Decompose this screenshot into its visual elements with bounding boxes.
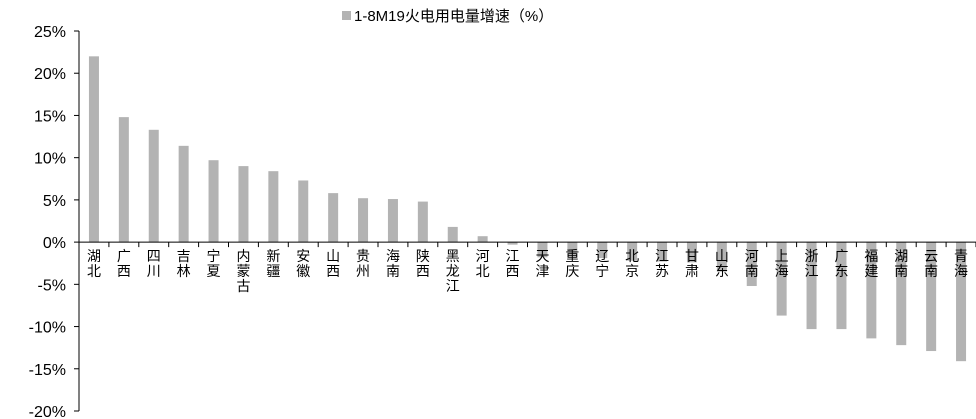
bar — [597, 242, 608, 259]
x-tick-label: 河南 — [745, 249, 759, 280]
x-tick-label: 广东 — [834, 249, 848, 280]
bars — [88, 56, 967, 362]
x-tick-label: 辽宁 — [595, 249, 609, 280]
bar — [567, 242, 578, 258]
x-tick-label: 北京 — [625, 249, 639, 280]
bar — [776, 242, 787, 316]
x-tick-label: 贵州 — [356, 249, 370, 280]
bar — [866, 242, 877, 339]
bar — [896, 242, 907, 346]
bar — [358, 198, 369, 243]
x-tick-label: 河北 — [476, 249, 490, 280]
x-tick-label: 海南 — [386, 249, 400, 280]
y-tick-label: 0% — [43, 235, 66, 252]
y-tick-label: -15% — [29, 362, 66, 379]
x-tick-label: 福建 — [864, 249, 878, 280]
x-tick-label: 内蒙古 — [236, 249, 250, 295]
x-tick-label: 甘肃 — [685, 249, 699, 280]
x-tick-label: 吉林 — [177, 249, 191, 280]
x-tick-label: 江西 — [506, 249, 520, 280]
y-tick-label: -5% — [38, 277, 66, 294]
bar — [746, 242, 757, 287]
bar — [537, 242, 548, 258]
bar — [627, 242, 638, 261]
bar — [238, 166, 249, 243]
x-tick-label: 陕西 — [416, 249, 430, 280]
x-tick-label: 浙江 — [805, 249, 819, 280]
x-tick-label: 青海 — [954, 249, 968, 280]
bar — [268, 171, 279, 243]
x-tick-label: 上海 — [775, 249, 789, 280]
legend: 1-8M19火电用电量增速（%） — [342, 8, 553, 25]
bar — [208, 160, 219, 243]
y-tick-label: 10% — [34, 151, 66, 168]
bar — [88, 56, 99, 243]
x-tick-label: 山西 — [326, 249, 340, 280]
y-tick-label: 25% — [34, 24, 66, 41]
bar — [118, 117, 129, 243]
x-tick-label: 山东 — [715, 249, 729, 280]
bar — [387, 199, 398, 243]
bar — [956, 242, 967, 362]
bar — [507, 242, 518, 245]
bar — [477, 236, 488, 243]
x-tick-label: 四川 — [147, 249, 161, 280]
x-tick-label: 新疆 — [266, 249, 280, 280]
bar — [716, 242, 727, 272]
bar — [836, 242, 847, 330]
y-tick-label: -20% — [29, 404, 66, 419]
x-tick-label: 天津 — [535, 249, 549, 280]
x-tick-label: 湖北 — [87, 249, 101, 280]
x-tick-label: 江苏 — [655, 249, 669, 280]
legend-swatch — [342, 11, 351, 20]
x-tick-label: 重庆 — [565, 249, 579, 280]
y-tick-label: 15% — [34, 108, 66, 125]
bar — [806, 242, 817, 330]
x-tick-label: 云南 — [924, 249, 938, 280]
x-tick-label: 广西 — [117, 249, 131, 280]
x-tick-label: 安徽 — [296, 249, 310, 280]
bar — [298, 180, 309, 243]
y-tick-label: -10% — [29, 320, 66, 337]
y-axis: 25% 20% 15% 10% 5% 0% -5% -10% -15% -20% — [29, 24, 80, 419]
bar — [926, 242, 937, 352]
legend-label: 1-8M19火电用电量增速（%） — [354, 8, 553, 25]
y-tick-label: 20% — [34, 66, 66, 83]
bar — [148, 129, 159, 243]
y-tick-label: 5% — [43, 193, 66, 210]
x-tick-label: 湖南 — [894, 249, 908, 280]
x-tick-label: 宁夏 — [207, 248, 221, 280]
bar — [178, 145, 189, 243]
bar — [328, 193, 339, 243]
bar — [417, 201, 428, 243]
bar — [657, 242, 668, 262]
x-tick-label: 黑龙江 — [446, 249, 460, 295]
bar — [686, 242, 697, 263]
bar — [447, 226, 458, 243]
